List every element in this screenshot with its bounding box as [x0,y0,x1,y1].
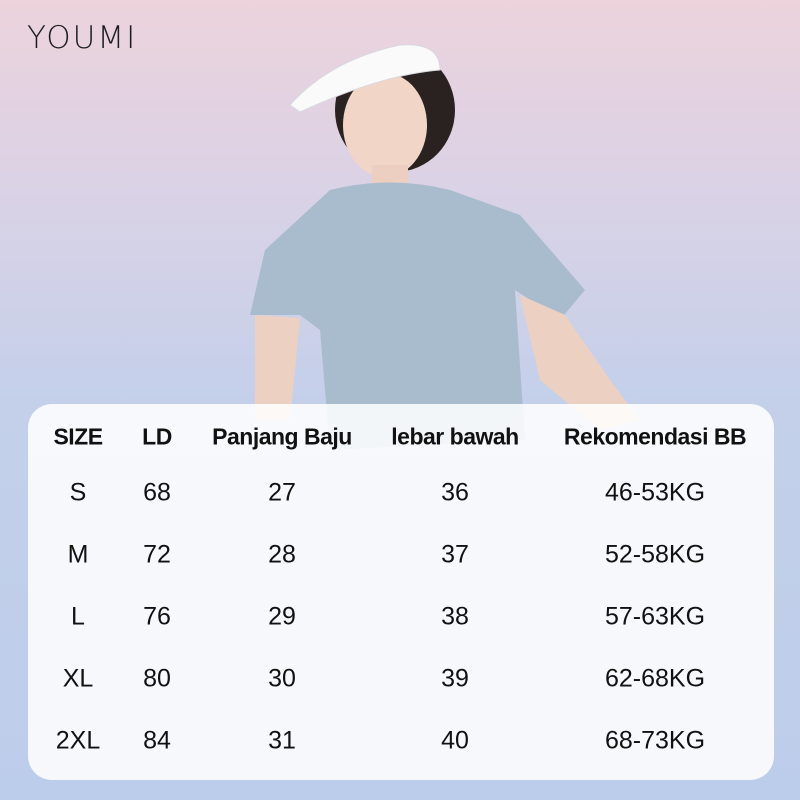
cell-lebar-bawah: 40 [441,726,469,755]
header-rekomendasi-bb: Rekomendasi BB [563,423,747,450]
face [343,73,427,177]
cell-lebar-bawah: 38 [441,602,469,631]
cell-rekomendasi-bb: 52-58KG [604,540,706,569]
cell-ld: 84 [143,726,171,755]
arm-right [520,295,640,430]
cell-rekomendasi-bb: 62-68KG [604,664,706,693]
cell-size: S [69,478,87,507]
arm-left [255,315,300,420]
shirt [250,182,585,450]
cell-rekomendasi-bb: 57-63KG [604,602,706,631]
cell-ld: 80 [143,664,171,693]
cell-size: 2XL [55,726,101,755]
cell-size: L [71,602,85,631]
header-size: SIZE [53,423,103,450]
cell-panjang-baju: 31 [268,726,296,755]
cell-panjang-baju: 27 [268,478,296,507]
cell-panjang-baju: 28 [268,540,296,569]
cell-panjang-baju: 30 [268,664,296,693]
cell-ld: 72 [143,540,171,569]
header-panjang-baju: Panjang Baju [212,423,352,450]
cell-ld: 76 [143,602,171,631]
header-lebar-bawah: lebar bawah [391,423,519,450]
size-chart-table: SIZE LD Panjang Baju lebar bawah Rekomendasi… [28,404,774,780]
cell-ld: 68 [143,478,171,507]
cell-size: XL [62,664,94,693]
cell-panjang-baju: 29 [268,602,296,631]
cell-lebar-bawah: 36 [441,478,469,507]
header-ld: LD [142,423,172,450]
cell-size: M [67,540,89,569]
cell-lebar-bawah: 37 [441,540,469,569]
cell-rekomendasi-bb: 46-53KG [604,478,706,507]
cell-rekomendasi-bb: 68-73KG [604,726,706,755]
cell-lebar-bawah: 39 [441,664,469,693]
visor-icon [289,44,441,113]
brand-logo: YOUMI [27,20,138,56]
